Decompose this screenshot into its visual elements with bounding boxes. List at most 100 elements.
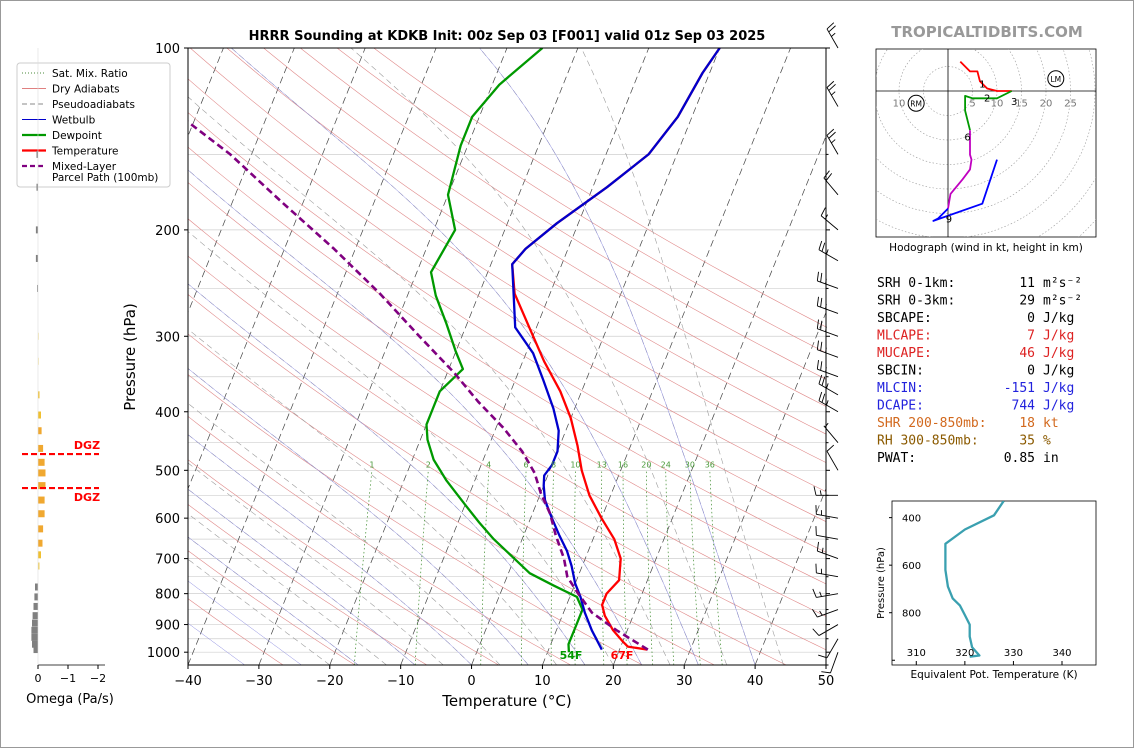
surface-temperature-label: 67F bbox=[611, 649, 634, 662]
mixing-ratio-label: 30 bbox=[685, 460, 695, 469]
y-axis-label: Pressure (hPa) bbox=[121, 303, 139, 411]
wind-barb bbox=[821, 652, 839, 674]
x-tick-label: 30 bbox=[676, 674, 693, 689]
index-value: 35 bbox=[1019, 434, 1035, 449]
wind-barb bbox=[815, 526, 839, 540]
hodograph-ring-label: 20 bbox=[1040, 99, 1053, 110]
wind-barb-flag bbox=[812, 628, 820, 636]
wind-barb-flag bbox=[828, 25, 836, 33]
x-tick-label: 40 bbox=[747, 674, 764, 689]
index-value: 0 bbox=[1027, 364, 1035, 379]
hodograph-height-label: 1 bbox=[979, 80, 985, 91]
index-value: 0.85 bbox=[1004, 451, 1035, 466]
index-label: PWAT: bbox=[877, 451, 916, 466]
omega-bar bbox=[35, 583, 38, 591]
theta-e-x-tick-label: 330 bbox=[1004, 648, 1023, 659]
wind-barb-flag bbox=[823, 170, 830, 179]
omega-bar bbox=[31, 633, 38, 641]
isotherm-line bbox=[188, 48, 366, 490]
theta-e-y-tick-label: 600 bbox=[902, 561, 921, 572]
wind-barb bbox=[812, 624, 839, 636]
wind-barb-staff bbox=[823, 177, 839, 196]
dry-adiabat bbox=[188, 182, 826, 585]
wind-barb-flag bbox=[826, 128, 835, 136]
wind-barb-staff bbox=[826, 451, 839, 471]
omega-tick-label: −1 bbox=[60, 672, 76, 685]
wind-barb bbox=[816, 360, 839, 378]
wind-barb-flag bbox=[825, 173, 833, 181]
wind-barb-flag bbox=[820, 207, 826, 216]
index-unit: J/kg bbox=[1043, 346, 1074, 361]
mixing-ratio-line bbox=[665, 470, 675, 665]
storm-motion-label: LM bbox=[1050, 75, 1061, 84]
x-tick-label: 0 bbox=[467, 674, 475, 689]
mixing-ratio-label: 6 bbox=[524, 460, 529, 469]
omega-bar bbox=[37, 284, 38, 292]
series-temperature bbox=[511, 48, 721, 651]
dry-adiabat bbox=[263, 48, 826, 407]
omega-tick-label: 0 bbox=[35, 672, 42, 685]
isotherm-line bbox=[683, 311, 826, 665]
wind-barb-staff bbox=[818, 624, 839, 636]
mixing-ratio-label: 2 bbox=[426, 460, 431, 469]
wind-barb-flag bbox=[818, 654, 828, 659]
omega-bar bbox=[34, 593, 38, 601]
wetbulb-guide bbox=[188, 368, 529, 665]
wind-barb bbox=[826, 22, 839, 49]
wind-barb bbox=[820, 207, 839, 231]
wind-barb-staff bbox=[826, 135, 839, 155]
omega-bar bbox=[38, 427, 42, 435]
hodograph-ring-label: 25 bbox=[1064, 99, 1077, 110]
omega-bar bbox=[38, 562, 40, 570]
index-unit: m²s⁻² bbox=[1043, 276, 1082, 291]
omega-bar bbox=[31, 626, 38, 634]
wind-barb bbox=[812, 588, 839, 598]
legend-label: Dewpoint bbox=[52, 130, 102, 142]
dry-adiabat bbox=[188, 598, 284, 665]
wind-barb-flag bbox=[812, 588, 817, 598]
wind-barb-flag bbox=[821, 671, 831, 674]
wind-barb-flag bbox=[811, 609, 818, 618]
pseudoadiabat bbox=[581, 48, 784, 665]
theta-e-panel: 310 320 330 340 400 600 800 Equivalent Pot. Te… bbox=[876, 500, 1097, 681]
dry-adiabat bbox=[188, 218, 826, 617]
omega-bar bbox=[35, 226, 38, 234]
wind-barb-half-flag bbox=[821, 547, 824, 553]
pseudoadiabat bbox=[188, 402, 501, 665]
wind-barb bbox=[811, 609, 839, 618]
omega-bar bbox=[36, 150, 38, 158]
pseudoadiabat bbox=[188, 231, 614, 665]
x-tick-label: −40 bbox=[174, 674, 201, 689]
omega-bar bbox=[32, 612, 38, 620]
index-label: SHR 200-850mb: bbox=[877, 416, 987, 431]
x-axis-label: Temperature (°C) bbox=[441, 692, 571, 710]
wind-barb bbox=[815, 505, 839, 519]
wind-barb-half-flag bbox=[825, 367, 827, 373]
dry-adiabat bbox=[226, 48, 826, 435]
index-value: 46 bbox=[1019, 346, 1035, 361]
wind-barb bbox=[823, 170, 839, 196]
wetbulb-guide bbox=[188, 434, 472, 665]
hodograph-segment bbox=[959, 60, 1012, 92]
wind-barb-flag bbox=[826, 444, 835, 452]
wind-barb-flag bbox=[816, 360, 819, 370]
series-mixed-layer bbox=[188, 120, 649, 651]
mixing-ratio-line bbox=[709, 470, 723, 665]
hodograph-ring-label: 15 bbox=[1015, 99, 1028, 110]
index-unit: in bbox=[1043, 451, 1059, 466]
wind-barb bbox=[818, 638, 839, 659]
omega-bar bbox=[33, 646, 38, 654]
wetbulb-guide bbox=[231, 48, 699, 665]
wind-barb bbox=[816, 319, 839, 337]
index-value: 744 bbox=[1012, 399, 1036, 414]
pseudoadiabat bbox=[188, 328, 557, 665]
mixing-ratio-label: 4 bbox=[486, 460, 491, 469]
y-tick-label: 500 bbox=[155, 464, 180, 479]
dry-adiabat bbox=[188, 255, 826, 651]
hodograph-height-label: 3 bbox=[1011, 97, 1017, 108]
isotherm-line bbox=[613, 135, 826, 665]
y-tick-label: 900 bbox=[155, 619, 180, 634]
pseudoadiabat bbox=[479, 48, 756, 665]
legend-label: Mixed-Layer bbox=[52, 161, 117, 173]
index-unit: J/kg bbox=[1043, 381, 1074, 396]
